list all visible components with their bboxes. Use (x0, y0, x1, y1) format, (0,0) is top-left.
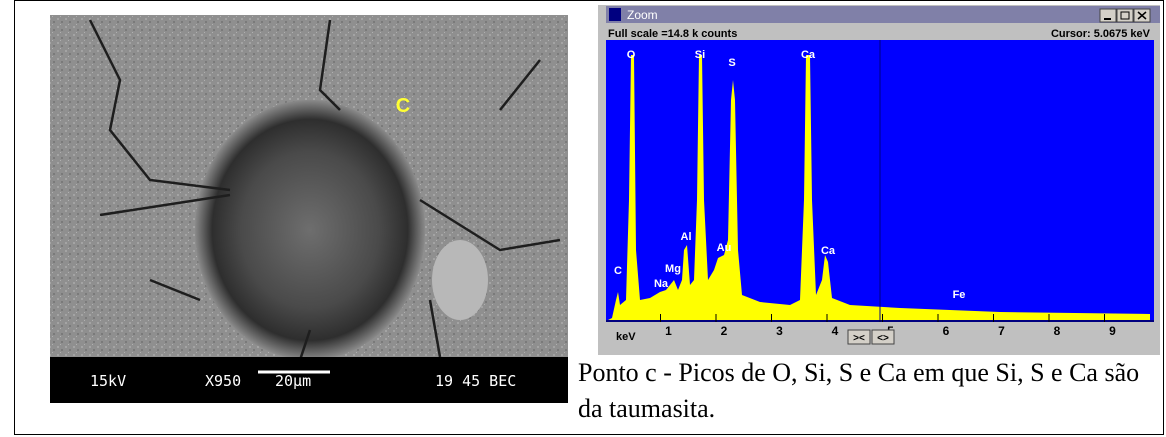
info-kv: 15kV (90, 372, 126, 390)
peak-label: Na (654, 278, 669, 290)
tick-label: 2 (721, 324, 728, 338)
full-scale: Full scale =14.8 k counts (608, 28, 737, 40)
point-label: C (396, 95, 410, 117)
sem-cracks (88, 19, 561, 361)
peak-label: Ca (801, 49, 816, 61)
peak-label: Si (695, 49, 705, 61)
peak-label: Mg (665, 263, 681, 275)
sem-pit (195, 100, 425, 360)
info-bar (50, 357, 568, 403)
tick-label: 6 (943, 324, 950, 338)
spectrum (608, 55, 1150, 320)
tick-label: 1 (665, 324, 672, 338)
zoom-out-label[interactable]: <> (877, 333, 889, 344)
peak-label: Au (717, 242, 732, 254)
tick-label: 7 (998, 324, 1005, 338)
info-scale: 20µm (275, 372, 311, 390)
zoom-in-label[interactable]: >< (853, 333, 865, 344)
peak-label: C (614, 265, 622, 277)
title-bar (606, 6, 1160, 23)
peak-label: O (627, 49, 636, 61)
window-icon (609, 8, 621, 21)
window-controls[interactable] (1099, 8, 1151, 23)
spectrum-window: Zoom Full scale =14.8 k counts Cursor: 5… (598, 5, 1160, 355)
tick-label: 8 (1054, 324, 1061, 338)
tick-label: 3 (776, 324, 783, 338)
info-mag: X950 (205, 372, 241, 390)
peak-label: S (728, 57, 735, 69)
tick-label: 9 (1109, 324, 1116, 338)
zoom-in-button[interactable] (847, 329, 871, 345)
peak-label: Ca (821, 245, 836, 257)
sem-grain (432, 240, 488, 320)
peak-label: Al (681, 231, 692, 243)
window-title: Zoom (627, 8, 658, 22)
caption: Ponto c - Picos de O, Si, S e Ca em que … (578, 358, 1140, 423)
peak-label: Fe (953, 289, 966, 301)
zoom-out-button[interactable] (871, 329, 895, 345)
cursor-readout: Cursor: 5.0675 keV (1051, 28, 1151, 40)
info-id: 19 45 BEC (435, 372, 516, 390)
sem-image: C 15kV X950 20µm 19 45 BEC (50, 15, 568, 403)
figure-frame (14, 0, 1164, 435)
tick-label: 4 (832, 324, 839, 338)
axis-unit: keV (616, 331, 636, 343)
